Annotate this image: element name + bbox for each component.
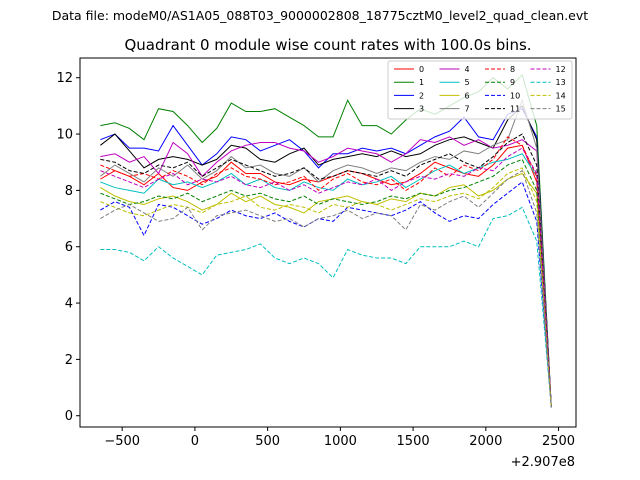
- series-line-12: [100, 147, 552, 408]
- legend-label-6: 6: [465, 91, 470, 100]
- y-axis: 0 2 4 6 8 10 12: [56, 71, 80, 424]
- series-line-10: [100, 181, 552, 408]
- chart-title: Quadrant 0 module wise count rates with …: [124, 36, 531, 54]
- y-tick-label: 10: [56, 128, 73, 143]
- legend-label-13: 13: [556, 78, 566, 87]
- y-tick-label: 6: [65, 240, 73, 255]
- series-layer: [100, 73, 552, 408]
- legend-label-12: 12: [556, 65, 566, 74]
- series-line-14: [100, 167, 552, 408]
- legend-label-4: 4: [465, 65, 470, 74]
- legend-box: [387, 60, 573, 120]
- series-line-6: [100, 172, 552, 408]
- series-line-15: [100, 169, 552, 408]
- x-tick-label: −500: [104, 434, 140, 449]
- legend-label-7: 7: [465, 105, 470, 114]
- legend-label-2: 2: [419, 91, 424, 100]
- x-tick-label: 500: [255, 434, 280, 449]
- x-tick-label: 1500: [397, 434, 430, 449]
- x-axis: −500 0 500 1000 1500 2000 2500: [104, 427, 575, 449]
- legend-label-14: 14: [556, 91, 566, 100]
- y-tick-label: 2: [65, 353, 73, 368]
- series-line-9: [100, 158, 552, 408]
- legend-label-9: 9: [510, 78, 515, 87]
- legend-label-1: 1: [419, 78, 424, 87]
- series-line-4: [100, 136, 552, 408]
- series-line-13: [100, 206, 552, 408]
- series-line-2: [100, 108, 552, 408]
- series-line-11: [100, 133, 552, 408]
- series-line-5: [100, 153, 552, 408]
- x-tick-label: 2000: [469, 434, 502, 449]
- legend-label-5: 5: [465, 78, 470, 87]
- suptitle: Data file: modeM0/AS1A05_088T03_90000028…: [52, 8, 588, 23]
- y-tick-label: 4: [65, 297, 73, 312]
- series-line-7: [100, 98, 552, 408]
- legend-label-11: 11: [510, 105, 520, 114]
- legend-label-8: 8: [510, 65, 515, 74]
- x-offset-label: +2.907e8: [511, 455, 575, 470]
- legend-label-15: 15: [556, 105, 566, 114]
- axes-frame: [79, 57, 577, 428]
- y-tick-label: 12: [56, 71, 73, 86]
- legend-label-10: 10: [510, 91, 520, 100]
- x-tick-label: 0: [191, 434, 199, 449]
- x-tick-label: 1000: [324, 434, 357, 449]
- series-line-8: [100, 136, 552, 408]
- series-line-1: [100, 73, 552, 408]
- y-tick-label: 8: [65, 184, 73, 199]
- series-line-3: [100, 105, 552, 408]
- y-tick-label: 0: [65, 409, 73, 424]
- legend-label-3: 3: [419, 105, 424, 114]
- legend-label-0: 0: [419, 65, 424, 74]
- x-tick-label: 2500: [542, 434, 575, 449]
- series-line-0: [100, 144, 552, 408]
